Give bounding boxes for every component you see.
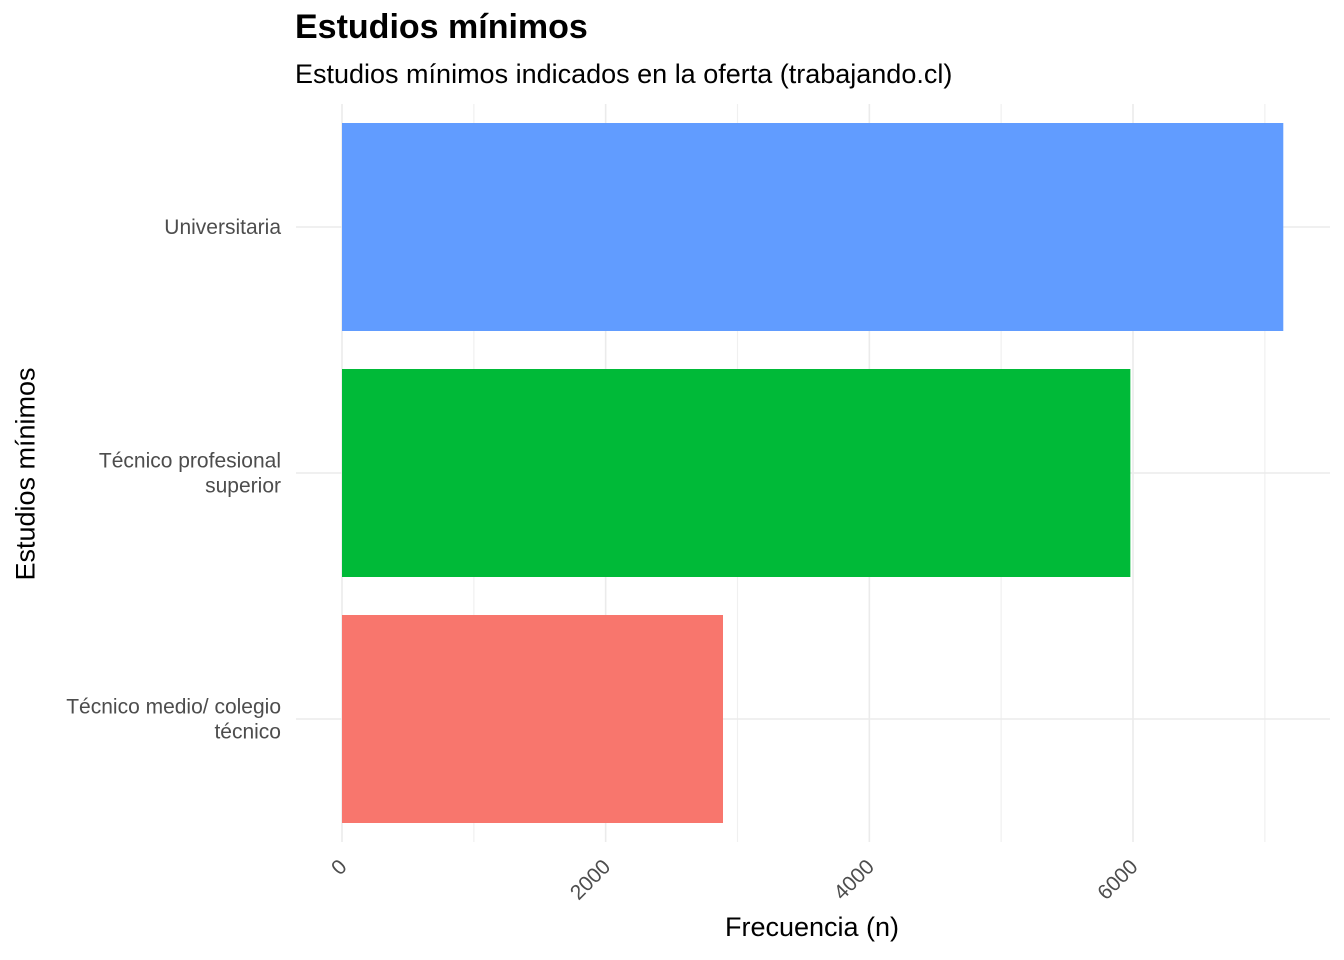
y-tick-label: Universitaria — [164, 216, 281, 239]
y-tick-label: Técnico medio/ colegio — [66, 696, 281, 719]
bar-2 — [342, 369, 1131, 577]
x-axis-label: Frecuencia (n) — [724, 912, 900, 942]
bar-3 — [342, 615, 723, 823]
chart-title: Estudios mínimos — [295, 8, 588, 46]
y-tick-label: superior — [205, 475, 281, 498]
y-tick-label: técnico — [214, 721, 281, 744]
x-tick-label: 6000 — [1093, 855, 1142, 904]
y-tick-label: Técnico profesional — [99, 450, 281, 473]
x-tick-label: 4000 — [830, 855, 879, 904]
chart-subtitle: Estudios mínimos indicados en la oferta … — [295, 59, 953, 89]
x-tick-label: 0 — [327, 855, 352, 880]
bar-1 — [342, 123, 1284, 331]
x-tick-label: 2000 — [566, 855, 615, 904]
